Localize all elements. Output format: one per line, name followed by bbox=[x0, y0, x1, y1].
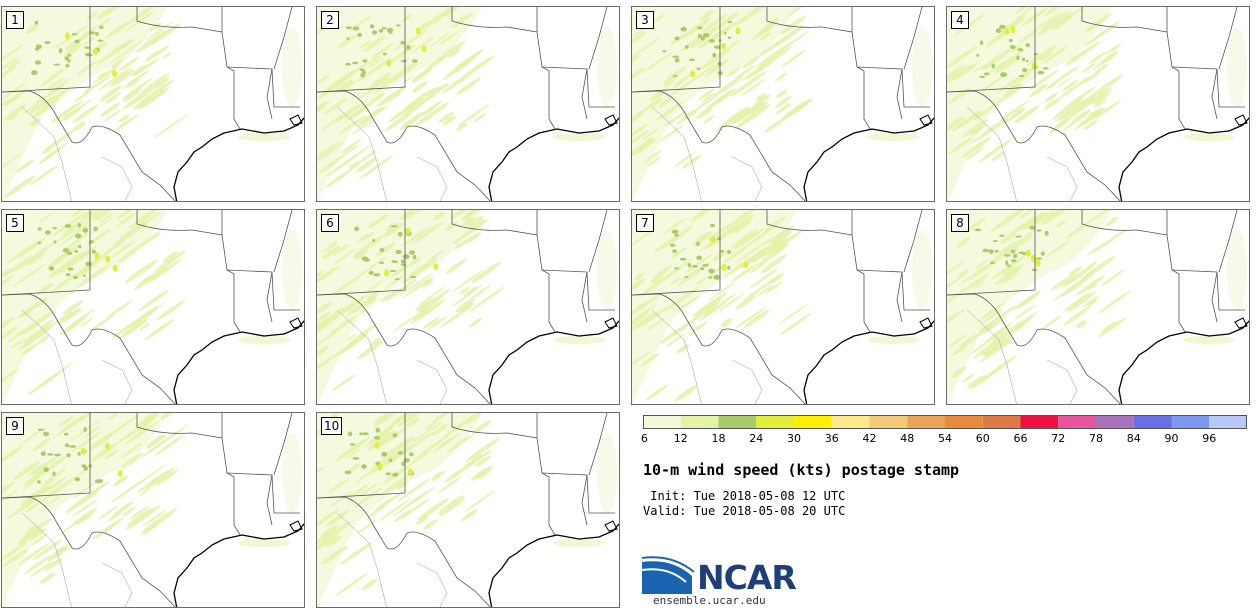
panel-number: 2 bbox=[321, 11, 339, 29]
colorbar-segment bbox=[718, 415, 757, 429]
panel-number: 9 bbox=[6, 417, 24, 435]
colorbar-tick-label: 66 bbox=[1013, 432, 1028, 445]
panel-number: 7 bbox=[636, 214, 654, 232]
colorbar-segment bbox=[869, 415, 908, 429]
map-panel: 5 bbox=[1, 209, 305, 405]
colorbar-segment bbox=[680, 415, 719, 429]
colorbar-segment bbox=[1096, 415, 1134, 429]
map-panel: 9 bbox=[1, 412, 305, 608]
colorbar-tick-label: 24 bbox=[749, 432, 764, 445]
colorbar-tick-label: 84 bbox=[1126, 432, 1141, 445]
colorbar-tick-label: 12 bbox=[673, 432, 688, 445]
colorbar-tick-label: 96 bbox=[1202, 432, 1217, 445]
colorbar-segment bbox=[1058, 415, 1096, 429]
colorbar-segment bbox=[907, 415, 945, 429]
colorbar-tick-label: 78 bbox=[1089, 432, 1103, 445]
colorbar-tick-label: 72 bbox=[1051, 432, 1066, 445]
map-panel: 3 bbox=[631, 6, 935, 202]
panel-number: 8 bbox=[951, 214, 969, 232]
colorbar-tick-label: 30 bbox=[787, 432, 801, 445]
valid-time: Valid: Tue 2018-05-08 20 UTC bbox=[643, 504, 846, 518]
colorbar-tick-label: 18 bbox=[711, 432, 726, 445]
url-text: ensemble.ucar.edu bbox=[653, 594, 766, 607]
chart-title: 10-m wind speed (kts) postage stamp bbox=[643, 461, 960, 479]
colorbar-segment bbox=[756, 415, 794, 429]
map-panel: 7 bbox=[631, 209, 935, 405]
panel-number: 1 bbox=[6, 11, 24, 29]
colorbar-ticks: 6 12 18 24 30 36 42 48 54 60 66 72 78 84 90 96 bbox=[640, 432, 1247, 446]
map-panel: 4 bbox=[946, 6, 1250, 202]
colorbar-segment bbox=[643, 415, 681, 429]
ncar-logo-icon bbox=[642, 556, 695, 594]
panel-number: 5 bbox=[6, 214, 24, 232]
panel-number: 3 bbox=[636, 11, 654, 29]
colorbar-tick-label: 6 bbox=[640, 432, 648, 445]
map-panel: 8 bbox=[946, 209, 1250, 405]
colorbar-tick-label: 36 bbox=[824, 432, 839, 445]
colorbar-tick-label: 48 bbox=[900, 432, 915, 445]
panel-number: 10 bbox=[321, 417, 343, 435]
colorbar-tick-label: 54 bbox=[938, 432, 952, 445]
colorbar-segment bbox=[831, 415, 870, 429]
map-panel: 10 bbox=[316, 412, 620, 608]
colorbar-tick-label: 90 bbox=[1164, 432, 1179, 445]
init-time: Init: Tue 2018-05-08 12 UTC bbox=[643, 489, 846, 503]
colorbar-segment bbox=[1171, 415, 1210, 429]
colorbar-tick-label: 42 bbox=[862, 432, 877, 445]
colorbar-tick-label: 60 bbox=[975, 432, 990, 445]
colorbar-outline bbox=[643, 415, 1247, 429]
colorbar bbox=[643, 415, 1247, 429]
panel-number: 4 bbox=[951, 11, 969, 29]
colorbar-segment bbox=[1133, 415, 1172, 429]
colorbar-segment bbox=[945, 415, 983, 429]
logo-text: NCAR bbox=[697, 558, 797, 597]
map-panel: 1 bbox=[1, 6, 305, 202]
panel-number: 6 bbox=[321, 214, 339, 232]
map-panel: 6 bbox=[316, 209, 620, 405]
colorbar-segment bbox=[982, 415, 1021, 429]
colorbar-segment bbox=[794, 415, 832, 429]
map-panel: 2 bbox=[316, 6, 620, 202]
colorbar-segment bbox=[1020, 415, 1059, 429]
colorbar-segment bbox=[1209, 415, 1247, 429]
